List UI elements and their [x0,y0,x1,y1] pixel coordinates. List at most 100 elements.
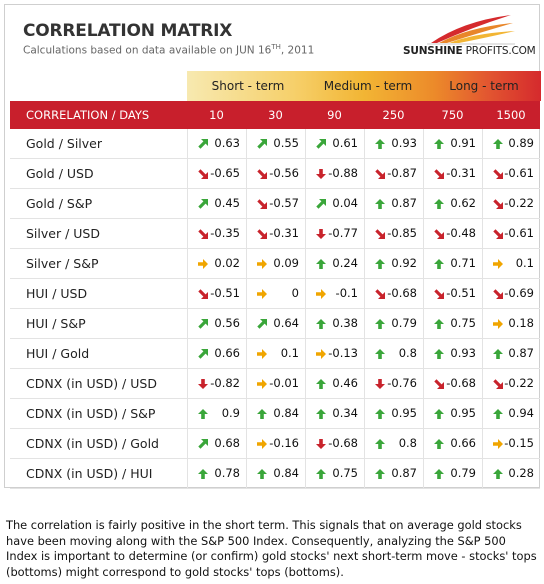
header-day: 1500 [496,108,526,122]
correlation-value: -0.01 [269,376,299,390]
correlation-value: -0.87 [387,166,417,180]
arrow-up-icon [198,409,208,419]
arrow-up-right-icon [316,139,326,149]
correlation-matrix-panel: CORRELATION MATRIX Calculations based on… [4,4,541,489]
header-day: 90 [327,108,342,122]
arrow-up-icon [316,379,326,389]
correlation-cell: -0.31 [246,219,305,248]
table-row: HUI / S&P 0.56 0.64 0.38 0.79 0.75 0.18 [10,309,540,339]
correlation-value: 0.95 [450,406,476,420]
row-label: CDNX (in USD) / USD [26,376,157,391]
header-label: CORRELATION / DAYS [26,108,150,122]
logo-text: SUNSHINE PROFITS.COM [403,45,536,57]
correlation-cell: 0.91 [423,129,482,158]
correlation-value: 0.24 [332,256,358,270]
correlation-cell: -0.51 [423,279,482,308]
row-label: HUI / S&P [26,316,86,331]
row-label: Gold / USD [26,166,94,181]
arrow-down-right-icon [198,169,208,179]
correlation-cell: 0.93 [423,339,482,368]
correlation-value: 0.55 [273,136,299,150]
correlation-value: 0.91 [450,136,476,150]
correlation-cell: 0.8 [364,339,423,368]
arrow-up-right-icon [257,319,267,329]
arrow-down-right-icon [375,289,385,299]
correlation-cell: 0.8 [364,429,423,458]
correlation-cell: 0.93 [364,129,423,158]
arrow-up-icon [375,199,385,209]
correlation-cell: 0.79 [364,309,423,338]
correlation-cell: 0.87 [364,189,423,218]
correlation-value: 0.63 [214,136,240,150]
correlation-value: 0.04 [332,196,358,210]
correlation-value: -0.68 [446,376,476,390]
correlation-value: 0.38 [332,316,358,330]
arrow-flat-icon [257,349,267,359]
correlation-cell: 0.61 [305,129,364,158]
correlation-cell: 0.45 [187,189,246,218]
arrow-down-right-icon [493,199,503,209]
correlation-value: 0.87 [391,466,417,480]
correlation-cell: 0 [246,279,305,308]
correlation-cell: 0.18 [482,309,540,338]
sunshine-profits-logo[interactable]: SUNSHINE PROFITS.COM [403,13,536,59]
correlation-value: 0.61 [332,136,358,150]
correlation-cell: 0.89 [482,129,540,158]
arrow-up-right-icon [198,319,208,329]
arrow-down-icon [375,379,385,389]
correlation-cell: -0.1 [305,279,364,308]
table-row: Gold / Silver 0.63 0.55 0.61 0.93 0.91 0.89 [10,129,540,159]
correlation-value: -0.31 [269,226,299,240]
correlation-cell: 0.28 [482,459,540,488]
correlation-value: -0.31 [446,166,476,180]
correlation-value: 0.75 [450,316,476,330]
correlation-value: 0.95 [391,406,417,420]
arrow-up-icon [375,259,385,269]
term-short: Short - term [211,79,285,93]
correlation-value: -0.16 [269,436,299,450]
correlation-cell: 0.66 [187,339,246,368]
correlation-value: 0.18 [508,316,534,330]
term-medium: Medium - term [323,79,413,93]
arrow-down-right-icon [257,199,267,209]
correlation-cell: 0.1 [246,339,305,368]
correlation-value: -0.68 [328,436,358,450]
arrow-down-right-icon [493,379,503,389]
correlation-value: 0.45 [214,196,240,210]
correlation-cell: 0.75 [305,459,364,488]
correlation-cell: 0.71 [423,249,482,278]
arrow-down-icon [198,379,208,389]
correlation-value: -0.48 [446,226,476,240]
correlation-value: 0 [291,286,299,300]
correlation-value: 0.09 [273,256,299,270]
correlation-value: 0.64 [273,316,299,330]
correlation-value: 0.34 [332,406,358,420]
arrow-flat-icon [493,319,503,329]
term-gradient-bar: Short - term Medium - term Long - term [187,71,541,101]
table-row: Gold / USD -0.65 -0.56 -0.88 -0.87 -0.31 -0.61 [10,159,540,189]
correlation-cell: 0.38 [305,309,364,338]
arrow-up-right-icon [316,199,326,209]
correlation-cell: 0.87 [482,339,540,368]
correlation-cell: 0.92 [364,249,423,278]
correlation-value: -0.69 [504,286,534,300]
arrow-flat-icon [257,379,267,389]
arrow-up-icon [493,409,503,419]
correlation-cell: 0.84 [246,459,305,488]
arrow-down-right-icon [434,379,444,389]
correlation-value: -0.51 [210,286,240,300]
correlation-value: -0.85 [387,226,417,240]
arrow-up-right-icon [198,139,208,149]
row-label: CDNX (in USD) / S&P [26,406,156,421]
arrow-up-icon [434,259,444,269]
table-row: Silver / USD -0.35 -0.31 -0.77 -0.85 -0.48 -0.… [10,219,540,249]
correlation-cell: 0.56 [187,309,246,338]
correlation-cell: -0.61 [482,159,540,188]
correlation-cell: -0.65 [187,159,246,188]
correlation-cell: 0.75 [423,309,482,338]
correlation-value: -0.15 [504,436,534,450]
correlation-cell: -0.48 [423,219,482,248]
header-day: 750 [441,108,464,122]
correlation-cell: -0.82 [187,369,246,398]
row-label: Gold / S&P [26,196,93,211]
